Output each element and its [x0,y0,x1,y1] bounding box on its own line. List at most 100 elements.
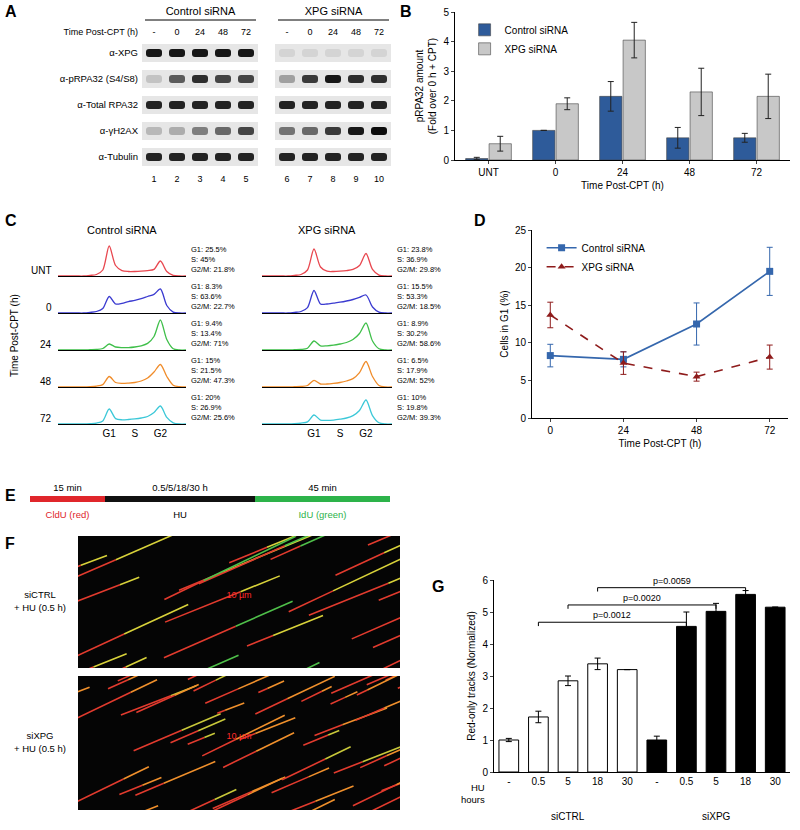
svg-text:D: D [474,212,486,229]
svg-text:10 µm: 10 µm [226,731,251,741]
svg-text:30: 30 [622,776,634,787]
svg-text:HU: HU [471,782,485,793]
svg-text:G2: G2 [359,428,373,439]
svg-text:B: B [400,3,412,20]
svg-text:G1: 8.9%S: 30.2%G2/M: 58.6%: G1: 8.9%S: 30.2%G2/M: 58.6% [397,319,441,348]
svg-text:18: 18 [740,776,752,787]
svg-text:XPG siRNA: XPG siRNA [582,262,635,273]
svg-text:UNT: UNT [31,265,52,276]
svg-text:p=0.0020: p=0.0020 [623,593,661,603]
svg-text:S: S [131,428,138,439]
svg-text:1: 1 [151,174,156,184]
svg-text:15 min: 15 min [53,482,82,493]
svg-text:siCTRL: siCTRL [551,811,585,822]
svg-text:48: 48 [684,167,696,178]
svg-text:18: 18 [592,776,604,787]
svg-text:0: 0 [46,302,52,313]
svg-text:10: 10 [374,174,384,184]
svg-text:20: 20 [515,262,527,273]
svg-text:α-Tubulin: α-Tubulin [99,151,138,162]
svg-text:Control siRNA: Control siRNA [87,224,157,236]
svg-text:α-pRPA32 (S4/S8): α-pRPA32 (S4/S8) [60,73,138,84]
svg-text:siCTRL: siCTRL [24,589,56,600]
svg-text:2: 2 [174,174,179,184]
svg-text:E: E [5,487,16,504]
svg-text:G1: 8.3%S: 63.6%G2/M: 22.7%: G1: 8.3%S: 63.6%G2/M: 22.7% [191,282,235,311]
svg-text:G1: 23.8%S: 36.9%G2/M: 29.8%: G1: 23.8%S: 36.9%G2/M: 29.8% [397,245,441,274]
svg-text:48: 48 [351,27,361,37]
svg-text:G1: 10%S: 19.8%G2/M: 39.3%: G1: 10%S: 19.8%G2/M: 39.3% [397,393,441,422]
svg-text:24: 24 [618,425,630,436]
svg-text:pRPA32 amount(Fold over 0 h +: pRPA32 amount(Fold over 0 h + CPT) [414,38,438,134]
svg-text:p=0.0012: p=0.0012 [593,610,631,620]
svg-text:48: 48 [218,27,228,37]
svg-text:0: 0 [482,767,488,778]
svg-text:5: 5 [482,607,488,618]
svg-text:0: 0 [553,167,559,178]
svg-text:48: 48 [691,425,703,436]
svg-text:-: - [507,776,510,787]
svg-text:4: 4 [220,174,225,184]
svg-text:α-XPG: α-XPG [109,47,138,58]
svg-text:siXPG: siXPG [702,811,731,822]
svg-text:-: - [153,27,156,37]
svg-text:2: 2 [443,95,449,106]
svg-text:UNT: UNT [478,167,499,178]
svg-text:XPG siRNA: XPG siRNA [305,5,363,17]
svg-text:10 µm: 10 µm [226,590,251,600]
svg-text:72: 72 [241,27,251,37]
svg-text:HU: HU [173,509,187,520]
svg-text:0: 0 [174,27,179,37]
svg-text:3: 3 [197,174,202,184]
svg-text:p=0.0059: p=0.0059 [653,576,691,586]
svg-text:6: 6 [284,174,289,184]
svg-text:72: 72 [751,167,763,178]
svg-text:Control siRNA: Control siRNA [582,243,646,254]
svg-text:5: 5 [713,776,719,787]
svg-text:0: 0 [520,413,526,424]
svg-text:XPG siRNA: XPG siRNA [298,224,356,236]
svg-text:24: 24 [328,27,338,37]
svg-text:+ HU (0.5 h): + HU (0.5 h) [14,602,66,613]
svg-text:5: 5 [443,7,449,18]
svg-text:6: 6 [482,575,488,586]
svg-text:Time Post-CPT (h): Time Post-CPT (h) [581,180,664,191]
svg-text:1: 1 [482,735,488,746]
svg-text:G1: 25.5%S: 45%G2/M: 21.8%: G1: 25.5%S: 45%G2/M: 21.8% [191,245,235,274]
svg-text:7: 7 [307,174,312,184]
svg-text:5: 5 [243,174,248,184]
svg-text:Control siRNA: Control siRNA [166,5,236,17]
svg-text:15: 15 [515,300,527,311]
svg-text:4: 4 [443,36,449,47]
svg-text:Control siRNA: Control siRNA [505,25,569,36]
svg-text:45 min: 45 min [308,482,337,493]
svg-text:-: - [655,776,658,787]
svg-text:72: 72 [374,27,384,37]
svg-text:0: 0 [548,425,554,436]
svg-text:F: F [5,535,15,552]
svg-text:5: 5 [520,375,526,386]
svg-text:Red-only tracks (Normalized): Red-only tracks (Normalized) [466,611,477,740]
svg-text:0.5/5/18/30 h: 0.5/5/18/30 h [152,482,207,493]
svg-text:4: 4 [482,639,488,650]
svg-text:G1: 15.5%S: 53.3%G2/M: 18.5%: G1: 15.5%S: 53.3%G2/M: 18.5% [397,282,441,311]
svg-text:CldU (red): CldU (red) [46,509,90,520]
svg-text:IdU (green): IdU (green) [298,509,346,520]
svg-text:3: 3 [443,66,449,77]
svg-text:G2: G2 [154,428,168,439]
svg-text:-: - [286,27,289,37]
svg-text:+ HU (0.5 h): + HU (0.5 h) [14,743,66,754]
svg-text:24: 24 [617,167,629,178]
svg-text:8: 8 [330,174,335,184]
svg-text:G: G [432,578,444,595]
svg-text:9: 9 [353,174,358,184]
svg-text:A: A [5,3,17,20]
svg-text:0: 0 [307,27,312,37]
svg-text:G1: 15%S: 21.5%G2/M: 47.3%: G1: 15%S: 21.5%G2/M: 47.3% [191,356,235,385]
svg-text:30: 30 [770,776,782,787]
svg-text:10: 10 [515,337,527,348]
svg-text:C: C [5,212,17,229]
svg-text:24: 24 [40,339,52,350]
svg-text:G1: 20%S: 26.9%G2/M: 25.6%: G1: 20%S: 26.9%G2/M: 25.6% [191,393,235,422]
svg-text:0.5: 0.5 [679,776,693,787]
